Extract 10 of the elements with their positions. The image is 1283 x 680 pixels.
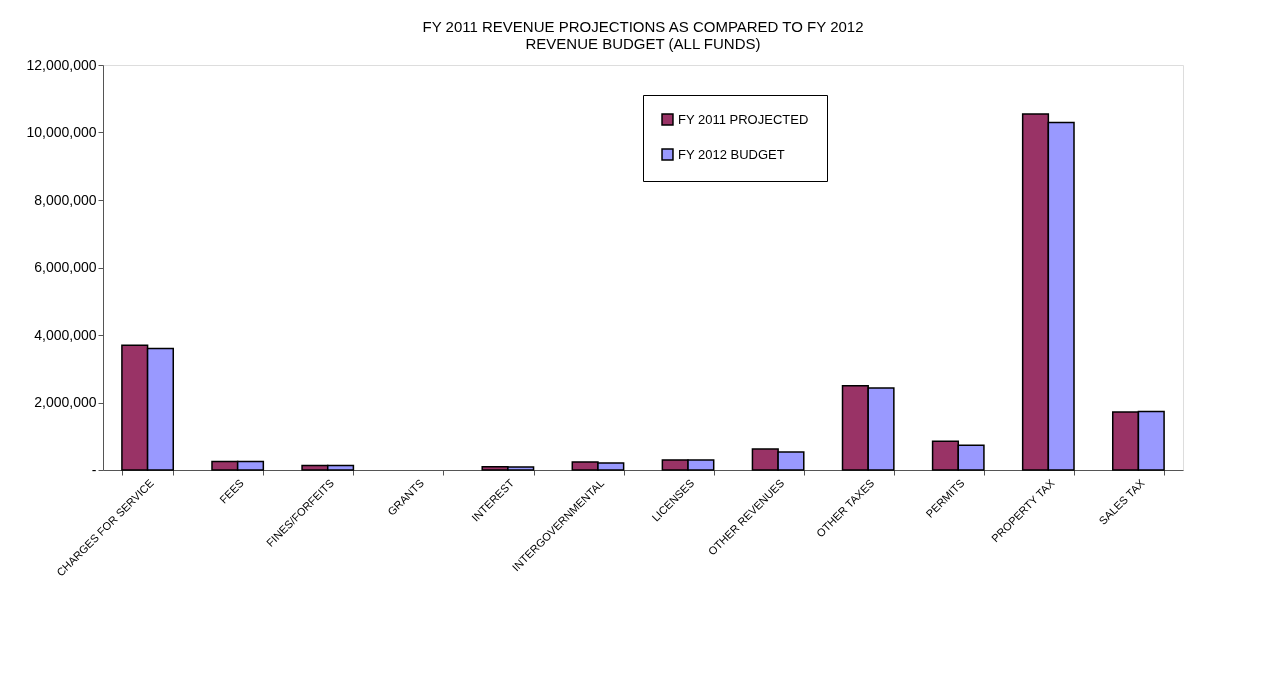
legend-label: FY 2011 PROJECTED xyxy=(678,111,809,127)
y-tick-label: 2,000,000 xyxy=(34,394,97,410)
y-tick-label: 8,000,000 xyxy=(34,191,97,208)
y-tick-label: 6,000,000 xyxy=(34,259,97,275)
y-tick-label: 4,000,000 xyxy=(34,326,97,343)
chart-title: FY 2011 REVENUE PROJECTIONS AS COMPARED TO FY 2012 REVENUE BUDGET (ALL FUNDS) xyxy=(422,18,864,52)
y-tick-label: - xyxy=(91,461,97,478)
y-tick-label: 12,000,000 xyxy=(26,56,97,73)
y-tick-label: 10,000,000 xyxy=(26,124,97,140)
legend-label: FY 2012 BUDGET xyxy=(678,146,785,162)
